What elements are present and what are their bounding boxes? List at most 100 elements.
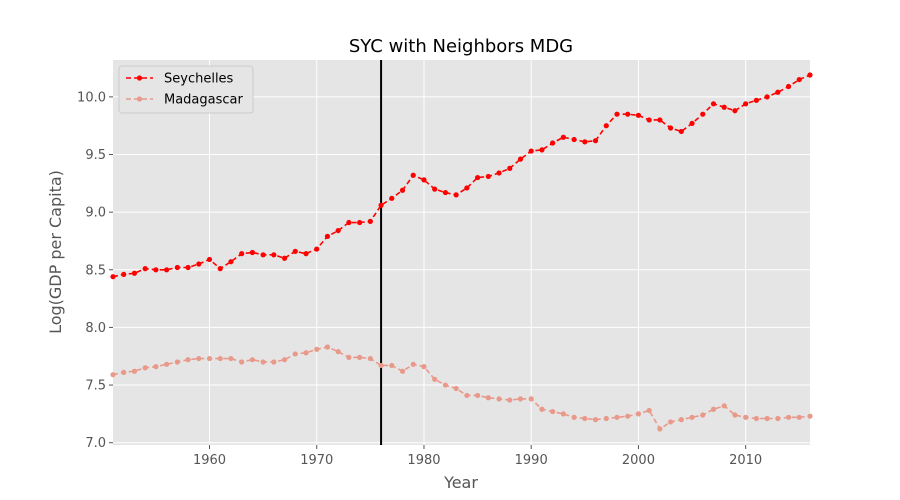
data-point-seychelles <box>110 274 116 280</box>
data-point-seychelles <box>389 195 395 201</box>
data-point-seychelles <box>121 271 127 278</box>
data-point-madagascar <box>700 412 706 418</box>
data-point-madagascar <box>281 357 288 363</box>
legend-marker-seychelles <box>136 75 143 81</box>
data-point-seychelles <box>550 140 556 146</box>
y-tick-label: 8.5 <box>85 263 106 278</box>
data-point-seychelles <box>442 189 449 196</box>
data-point-seychelles <box>528 148 534 154</box>
data-point-seychelles <box>678 128 684 135</box>
data-point-madagascar <box>743 414 749 420</box>
data-point-seychelles <box>496 170 502 176</box>
data-point-madagascar <box>185 357 191 363</box>
data-point-madagascar <box>314 346 320 352</box>
series-madagascar <box>110 344 813 432</box>
data-point-madagascar <box>732 412 738 418</box>
legend-label-seychelles: Seychelles <box>164 72 234 87</box>
data-point-seychelles <box>153 267 159 273</box>
data-point-madagascar <box>785 414 792 420</box>
data-point-seychelles <box>635 112 642 118</box>
data-point-madagascar <box>582 415 588 422</box>
data-point-seychelles <box>367 218 373 224</box>
data-point-seychelles <box>710 101 717 107</box>
data-point-seychelles <box>646 117 652 123</box>
data-point-madagascar <box>164 361 170 367</box>
data-point-madagascar <box>442 382 449 388</box>
data-point-seychelles <box>185 264 191 271</box>
y-axis-label: Log(GDP per Capita) <box>46 170 65 334</box>
data-point-madagascar <box>474 392 481 399</box>
data-point-seychelles <box>206 256 213 263</box>
data-point-seychelles <box>764 94 770 100</box>
data-point-seychelles <box>239 251 245 257</box>
data-point-madagascar <box>324 344 331 350</box>
x-tick-label: 1990 <box>515 453 548 468</box>
data-point-seychelles <box>174 264 180 271</box>
data-point-seychelles <box>249 249 255 256</box>
data-point-seychelles <box>421 177 427 183</box>
data-point-madagascar <box>453 385 459 392</box>
data-point-madagascar <box>710 406 717 412</box>
data-point-madagascar <box>153 364 159 370</box>
y-tick-label: 9.0 <box>85 206 106 221</box>
data-point-madagascar <box>367 355 373 362</box>
data-point-madagascar <box>517 396 524 402</box>
data-point-seychelles <box>700 111 706 117</box>
x-axis-ticks: 1960 1970 1980 1990 2000 2010 <box>193 445 762 468</box>
data-point-madagascar <box>196 355 202 362</box>
data-point-madagascar <box>592 417 599 423</box>
data-point-madagascar <box>142 365 148 371</box>
series-layer <box>110 72 813 432</box>
data-point-madagascar <box>571 414 577 420</box>
data-point-madagascar <box>432 376 438 382</box>
data-point-madagascar <box>775 415 781 422</box>
data-point-madagascar <box>539 406 545 412</box>
data-point-madagascar <box>239 359 245 365</box>
data-point-seychelles <box>689 120 695 126</box>
data-point-madagascar <box>796 414 802 420</box>
data-point-madagascar <box>410 361 416 367</box>
x-tick-label: 1970 <box>300 453 333 468</box>
data-point-madagascar <box>560 411 566 417</box>
data-point-seychelles <box>324 233 331 239</box>
data-point-seychelles <box>796 76 802 83</box>
data-point-seychelles <box>582 139 588 145</box>
data-point-seychelles <box>474 174 481 181</box>
data-point-seychelles <box>131 270 138 276</box>
data-point-madagascar <box>399 368 406 374</box>
data-point-seychelles <box>164 267 170 273</box>
data-point-madagascar <box>271 359 277 365</box>
data-point-seychelles <box>732 108 738 114</box>
data-point-seychelles <box>346 219 352 226</box>
data-point-madagascar <box>507 397 513 403</box>
data-point-madagascar <box>657 426 663 432</box>
data-point-madagascar <box>614 414 620 420</box>
data-point-madagascar <box>249 357 255 363</box>
data-point-seychelles <box>721 104 727 110</box>
data-point-seychelles <box>314 246 320 252</box>
data-point-seychelles <box>217 266 223 272</box>
data-point-seychelles <box>453 192 459 198</box>
chart-title: SYC with Neighbors MDG <box>349 36 573 57</box>
data-point-madagascar <box>464 392 470 399</box>
x-tick-label: 2000 <box>622 453 655 468</box>
data-point-madagascar <box>228 355 234 362</box>
data-point-seychelles <box>281 255 288 261</box>
data-point-madagascar <box>346 354 352 360</box>
data-point-seychelles <box>571 136 577 143</box>
y-tick-label: 9.5 <box>85 148 106 163</box>
data-point-seychelles <box>807 72 813 78</box>
data-point-madagascar <box>110 372 116 378</box>
data-point-madagascar <box>550 408 556 415</box>
data-point-madagascar <box>625 413 631 419</box>
data-point-madagascar <box>528 396 534 402</box>
data-point-madagascar <box>807 413 813 419</box>
data-point-seychelles <box>625 111 631 117</box>
series-seychelles <box>110 72 813 280</box>
data-point-seychelles <box>517 156 524 162</box>
data-point-madagascar <box>389 362 395 369</box>
y-tick-label: 8.0 <box>85 321 106 336</box>
data-point-seychelles <box>485 173 491 180</box>
